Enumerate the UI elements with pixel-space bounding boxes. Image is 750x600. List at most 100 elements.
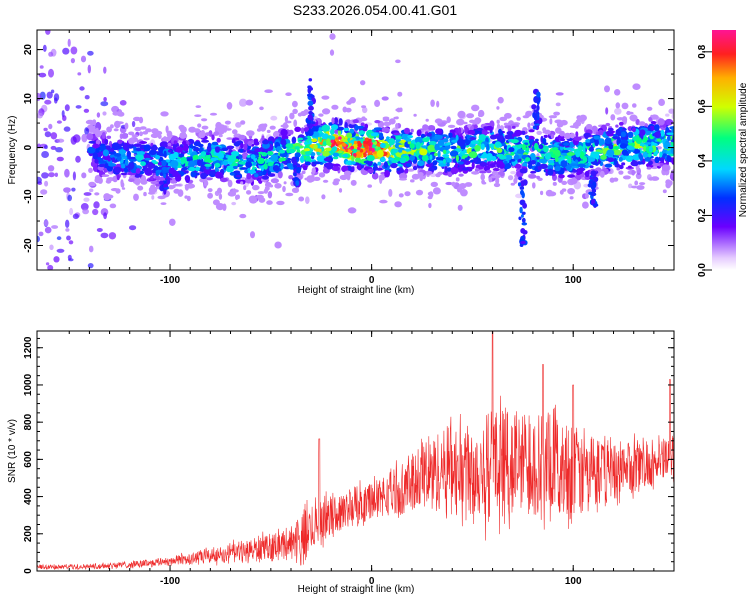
spectrogram-cell [531,104,537,110]
spectrogram-cell [420,133,425,139]
spectrogram-cell [628,165,632,169]
spectrogram-cell [227,179,233,188]
spectrogram-cell [140,161,147,167]
spectrogram-cell [429,154,433,160]
spectrogram-cell [112,111,119,116]
spectrogram-cell [131,120,136,128]
spectrogram-cell [405,138,412,142]
spectrogram-cell [343,127,350,132]
spectrogram-cell [662,189,667,194]
spectrogram-cell [205,154,211,159]
spectrogram-cell [121,133,129,139]
spectrogram-cell [555,102,561,107]
spectrogram-cell [211,162,215,169]
spectrogram-cell [421,154,429,162]
spectrogram-cell [243,185,247,191]
spectrogram-cell [214,162,221,168]
spectrogram-cell [166,178,171,185]
y-axis-title: Frequency (Hz) [7,116,18,185]
spectrogram-cell [497,96,504,104]
spectrogram-cell [480,173,486,181]
spectrogram-cell [430,181,438,188]
spectrogram-cell [619,143,628,149]
spectrogram-cell [207,192,214,199]
spectrogram-cell [590,184,595,190]
spectrogram-cell [372,163,378,167]
spectrogram-cell [367,142,372,147]
spectrogram-cell [151,184,156,191]
spectrogram-cell [451,132,456,139]
spectrogram-cell [554,136,560,142]
spectrogram-cell [388,188,393,197]
spectrogram-cell [351,154,355,163]
spectrogram-cell [560,152,569,156]
spectrogram-cell [518,216,522,221]
spectrogram-cell [137,185,144,191]
spectrogram-cell [127,162,135,170]
spectrogram-cell [226,102,233,110]
spectrogram-cell [314,148,322,152]
spectrogram-cell [190,171,197,178]
spectrogram-cell [123,142,127,150]
spectrogram-cell [444,166,448,173]
spectrogram-cell [533,96,539,103]
spectrogram-cell [326,139,332,146]
spectrogram-cell [102,149,109,157]
spectrogram-cell [131,134,139,138]
x-tick-label: -100 [160,576,180,587]
x-tick-label: 100 [565,275,582,286]
spectrogram-cell [44,226,52,234]
spectrogram-cell [594,138,599,147]
spectrogram-cell [419,174,424,182]
spectrogram-cell [621,149,629,156]
spectrogram-cell [44,131,52,138]
spectrogram-cell [67,254,72,260]
spectrogram-cell [396,107,401,113]
spectrogram-cell [586,157,596,162]
spectrogram-cell [105,179,112,184]
spectrogram-cell [503,122,509,126]
spectrogram-cell [428,202,432,209]
spectrogram-cell [409,155,415,161]
spectrogram-cell [200,151,207,157]
spectrogram-cell [161,166,168,171]
spectrogram-cell [473,158,478,163]
spectrogram-cell [186,158,193,162]
spectrogram-cell [288,129,294,135]
spectrogram-cell [291,136,297,144]
spectrogram-cell [448,132,453,139]
spectrogram-cell [569,163,578,167]
spectrogram-cell [173,140,178,145]
spectrogram-cell [300,127,305,134]
spectrogram-cell [508,147,515,153]
spectrogram-cell [398,177,408,181]
spectrogram-cell [499,116,508,122]
spectrogram-cell [360,122,365,127]
spectrogram-cell [138,116,144,124]
spectrogram-cell [403,127,411,135]
spectrogram-cell [447,171,453,178]
snr-frame [36,330,675,572]
spectrogram-cell [312,161,321,165]
spectrogram-cell [291,156,297,164]
spectrogram-cell [176,146,183,153]
spectrogram-cell [590,192,597,197]
spectrogram-cell [652,163,661,167]
spectrogram-cell [375,167,383,171]
spectrogram-cell [37,235,40,243]
spectrogram-cell [139,141,148,144]
spectrogram-cell [528,129,535,133]
spectrogram-cell [576,116,585,121]
spectrogram-cell [545,189,554,197]
spectrogram-cell [437,150,441,158]
spectrogram-cell [577,163,586,168]
spectrogram-cell [43,127,48,132]
spectrogram-cell [670,171,674,178]
spectrogram-cell [499,130,504,136]
spectrogram-cell [218,193,223,200]
spectrogram-cell [457,204,463,211]
spectrogram-cell [322,150,330,157]
spectrogram-cell [511,133,517,137]
spectrogram-cell [72,213,79,220]
spectrogram-cell [307,114,313,121]
